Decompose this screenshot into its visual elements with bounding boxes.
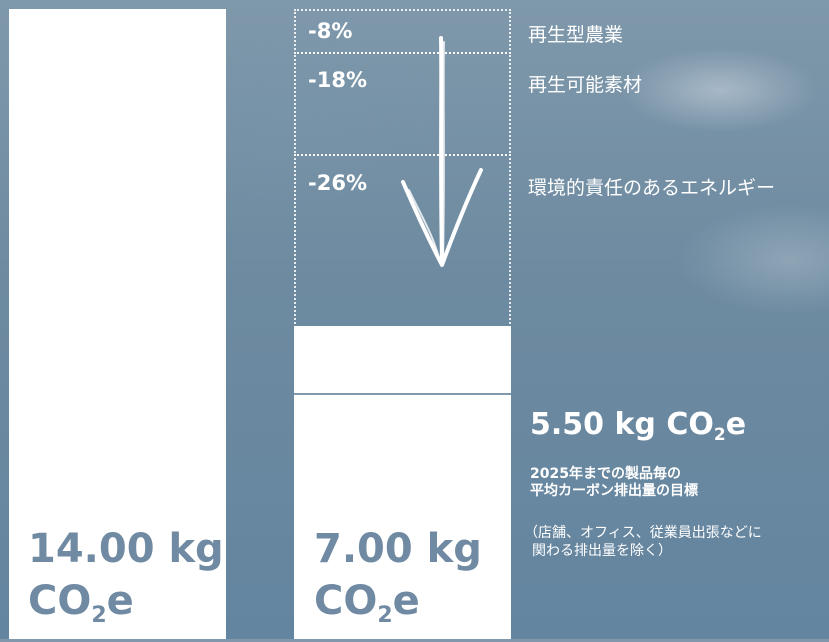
bar-current-value-label: 7.00 kg CO2e	[314, 523, 482, 642]
reduction-percent-2: -18%	[308, 68, 367, 92]
reduction-label-1: 再生型農業	[528, 24, 624, 46]
target-title: 2025年までの製品毎の 平均カーボン排出量の目標	[530, 466, 698, 499]
down-arrow-icon	[401, 36, 483, 267]
reduction-label-2: 再生可能素材	[528, 74, 643, 96]
target-note: （店舗、オフィス、従業員出張などに 関わる排出量を除く）	[524, 525, 762, 559]
bar-baseline-value: 14.00 kg	[28, 526, 224, 572]
bar-baseline-unit: CO2e	[28, 578, 134, 628]
reduction-segment-3	[294, 154, 511, 328]
reduction-percent-3: -26%	[308, 171, 367, 195]
bar-baseline-value-label: 14.00 kg CO2e	[28, 523, 224, 642]
reduction-label-3: 環境的責任のあるエネルギー	[528, 177, 776, 199]
bar-current	[294, 326, 511, 639]
reduction-percent-1: -8%	[308, 19, 353, 43]
bar-current-value: 7.00 kg	[314, 526, 482, 572]
bar-current-unit: CO2e	[314, 578, 420, 628]
bar-baseline	[9, 9, 226, 639]
target-line	[294, 393, 511, 395]
target-value: 5.50 kg CO2e	[530, 407, 747, 445]
